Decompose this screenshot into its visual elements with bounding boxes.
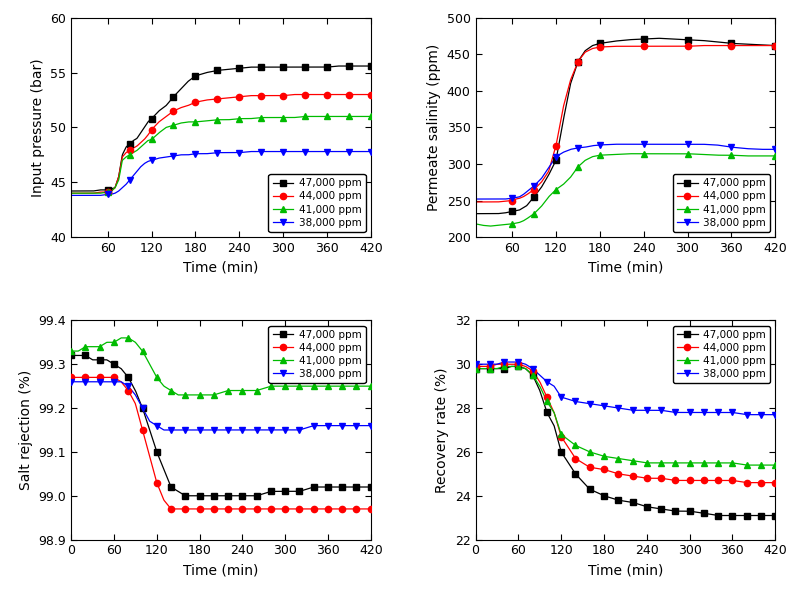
Legend: 47,000 ppm, 44,000 ppm, 41,000 ppm, 38,000 ppm: 47,000 ppm, 44,000 ppm, 41,000 ppm, 38,0…	[673, 326, 770, 383]
X-axis label: Time (min): Time (min)	[588, 260, 663, 275]
Y-axis label: Recovery rate (%): Recovery rate (%)	[435, 367, 449, 493]
Y-axis label: Permeate salinity (ppm): Permeate salinity (ppm)	[427, 44, 441, 211]
X-axis label: Time (min): Time (min)	[184, 260, 259, 275]
Legend: 47,000 ppm, 44,000 ppm, 41,000 ppm, 38,000 ppm: 47,000 ppm, 44,000 ppm, 41,000 ppm, 38,0…	[268, 326, 365, 383]
Y-axis label: Salt rejection (%): Salt rejection (%)	[19, 370, 33, 490]
X-axis label: Time (min): Time (min)	[588, 563, 663, 577]
Legend: 47,000 ppm, 44,000 ppm, 41,000 ppm, 38,000 ppm: 47,000 ppm, 44,000 ppm, 41,000 ppm, 38,0…	[268, 174, 365, 232]
Y-axis label: Input pressure (bar): Input pressure (bar)	[31, 58, 45, 197]
X-axis label: Time (min): Time (min)	[184, 563, 259, 577]
Legend: 47,000 ppm, 44,000 ppm, 41,000 ppm, 38,000 ppm: 47,000 ppm, 44,000 ppm, 41,000 ppm, 38,0…	[673, 174, 770, 232]
